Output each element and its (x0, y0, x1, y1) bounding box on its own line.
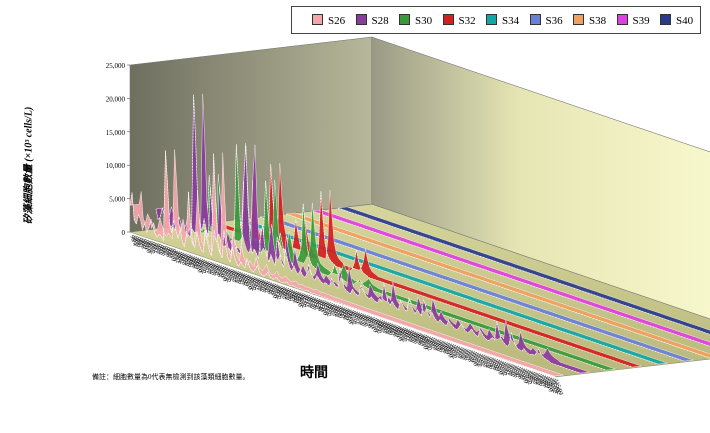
legend-label: S30 (415, 15, 432, 27)
legend-item-S34: S34 (486, 14, 519, 27)
legend-label: S28 (372, 15, 389, 27)
y-axis: 0 5,000 10,000 15,000 20,000 25,000 (106, 62, 130, 237)
x-axis-title: 時間 (300, 362, 328, 382)
legend-swatch (399, 14, 410, 25)
legend-swatch (312, 14, 323, 25)
legend-swatch (356, 14, 367, 25)
legend-label: S34 (502, 15, 519, 27)
legend-label: S39 (633, 15, 650, 27)
legend: S26 S28 S30 S32 S34 S36 S38 S39 S40 (291, 6, 701, 34)
legend-item-S40: S40 (660, 14, 693, 27)
y-tick-label: 20,000 (106, 95, 126, 103)
legend-label: S40 (676, 15, 693, 27)
y-tick-label: 10,000 (106, 162, 126, 170)
legend-item-S26: S26 (312, 14, 345, 27)
y-tick-label: 25,000 (106, 62, 126, 70)
legend-item-S39: S39 (617, 14, 650, 27)
legend-label: S26 (328, 15, 345, 27)
legend-item-S36: S36 (530, 14, 563, 27)
legend-swatch (660, 14, 671, 25)
y-tick-label: 0 (122, 229, 126, 237)
y-tick-label: 15,000 (106, 129, 126, 137)
footnote: 備註：細胞數量為0代表無檢測到該藻類細胞數量。 (92, 372, 250, 382)
legend-swatch (530, 14, 541, 25)
legend-swatch (573, 14, 584, 25)
legend-swatch (617, 14, 628, 25)
legend-item-S38: S38 (573, 14, 606, 27)
legend-swatch (443, 14, 454, 25)
legend-label: S36 (546, 15, 563, 27)
legend-item-S32: S32 (443, 14, 476, 27)
legend-item-S30: S30 (399, 14, 432, 27)
legend-item-S28: S28 (356, 14, 389, 27)
legend-swatch (486, 14, 497, 25)
legend-label: S32 (459, 15, 476, 27)
y-axis-title: 矽藻細胞數量 (×10³ cells/L) (20, 101, 35, 231)
y-tick-label: 5,000 (109, 196, 125, 204)
legend-label: S38 (589, 15, 606, 27)
